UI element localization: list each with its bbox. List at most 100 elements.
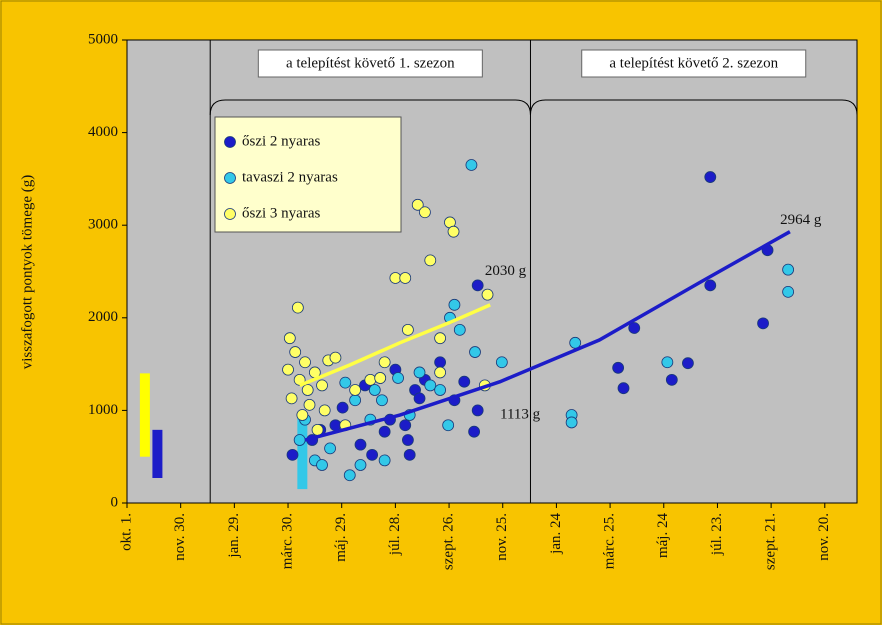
point	[704, 171, 717, 183]
y-axis-label: visszafogott pontyok tömege (g)	[19, 175, 35, 370]
point	[329, 351, 342, 364]
legend-label: őszi 3 nyaras	[242, 205, 320, 221]
stocking-range	[139, 373, 150, 457]
legend-marker	[224, 208, 236, 220]
x-tick-label: nov. 20.	[816, 513, 832, 561]
stocking-range	[152, 429, 163, 478]
point	[665, 373, 678, 386]
point	[324, 442, 336, 455]
point	[376, 394, 388, 407]
point	[419, 206, 431, 219]
point	[469, 346, 481, 358]
point	[434, 366, 447, 379]
stocking-range	[297, 415, 308, 490]
point	[329, 419, 342, 432]
point	[366, 448, 379, 461]
point	[354, 438, 367, 451]
season-label-box	[257, 49, 483, 78]
y-tick-label: 2000	[88, 309, 118, 325]
x-tick-label: júl. 23.	[709, 513, 725, 556]
x-tick-label: márc. 30.	[279, 513, 295, 569]
x-tick-label: szept. 26.	[440, 513, 456, 570]
point	[343, 469, 356, 482]
point	[471, 404, 484, 417]
point	[285, 392, 298, 405]
x-tick-label: jan. 24	[548, 513, 564, 555]
x-tick-label: máj. 29.	[333, 513, 349, 562]
point	[336, 401, 349, 414]
point	[299, 356, 311, 369]
point	[301, 384, 314, 396]
point	[458, 375, 471, 388]
point	[392, 372, 404, 384]
point	[704, 279, 717, 292]
point	[368, 384, 381, 396]
y-tick-label: 4000	[88, 124, 118, 140]
point	[495, 356, 508, 369]
legend-box	[214, 116, 402, 233]
legend-label: tavaszi 2 nyaras	[242, 169, 338, 185]
point	[389, 272, 402, 284]
season-label: a telepítést követő 2. szezon	[609, 55, 778, 71]
point	[399, 419, 412, 432]
point	[311, 423, 324, 436]
point	[424, 254, 437, 267]
point	[364, 373, 377, 386]
point	[465, 159, 478, 171]
y-tick-label: 1000	[88, 402, 118, 418]
point	[434, 332, 447, 345]
point	[283, 332, 296, 345]
trend-line	[304, 230, 791, 442]
point	[565, 416, 578, 429]
point	[296, 409, 309, 421]
point	[448, 298, 461, 311]
point	[349, 394, 362, 407]
y-tick-label: 5000	[88, 31, 118, 47]
point	[453, 323, 466, 336]
annotation: 1113 g	[500, 406, 541, 422]
point	[316, 379, 328, 392]
point	[374, 372, 387, 384]
point	[289, 346, 302, 358]
point	[402, 434, 414, 446]
point	[661, 356, 674, 369]
point	[782, 263, 795, 276]
point	[413, 392, 426, 405]
point	[399, 272, 412, 284]
point	[339, 376, 352, 389]
x-tick-label: márc. 25.	[602, 513, 618, 569]
x-tick-label: máj. 24	[655, 513, 671, 558]
point	[378, 425, 391, 438]
x-tick-label: nov. 25.	[494, 513, 510, 561]
point	[471, 279, 484, 292]
point	[411, 198, 424, 211]
season-brace	[209, 99, 531, 116]
point	[468, 425, 481, 438]
point	[378, 356, 391, 369]
point	[782, 285, 795, 298]
point	[481, 288, 494, 301]
point	[434, 356, 447, 369]
point	[447, 225, 460, 238]
point	[293, 434, 306, 446]
point	[349, 384, 362, 396]
point	[291, 301, 304, 314]
point	[424, 379, 437, 392]
x-tick-label: okt. 1.	[118, 513, 134, 551]
point	[303, 398, 316, 411]
y-tick-label: 0	[111, 494, 119, 510]
point	[318, 404, 331, 417]
season-label-box	[581, 49, 807, 78]
y-tick-label: 3000	[88, 217, 118, 233]
point	[434, 384, 447, 396]
annotation: 2964 g	[780, 212, 822, 228]
season-label: a telepítést követő 1. szezon	[286, 55, 455, 71]
point	[442, 419, 455, 432]
point	[682, 357, 694, 370]
point	[286, 448, 299, 461]
point	[413, 366, 426, 379]
point	[316, 459, 328, 471]
